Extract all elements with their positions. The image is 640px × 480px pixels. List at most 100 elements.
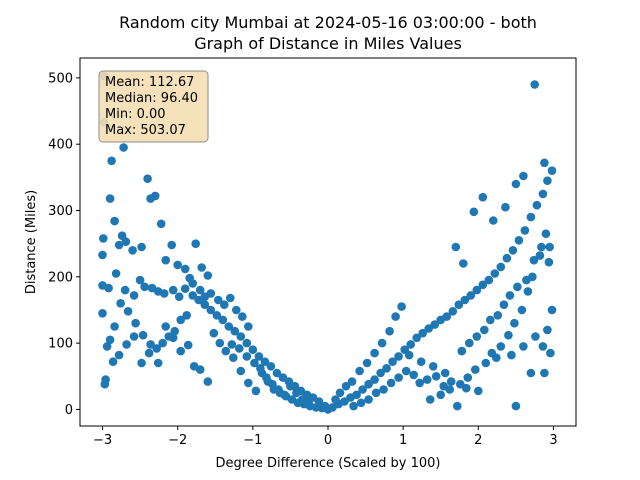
chart-title-line2: Graph of Distance in Miles Values [194,34,462,53]
data-point [538,189,548,199]
data-point [116,299,125,308]
data-point [472,332,482,341]
data-point [121,237,131,246]
data-point [183,340,193,350]
data-point [486,315,495,325]
data-point [144,348,154,358]
data-point [180,284,190,294]
data-point [206,305,216,315]
data-point [370,348,379,358]
data-point [537,242,546,252]
data-point [236,366,246,376]
data-point [251,386,261,396]
data-point [236,332,246,341]
data-point [409,370,419,380]
data-point [490,269,500,278]
data-point [496,342,506,351]
data-point [105,335,115,345]
data-point [478,280,488,290]
data-point [436,390,446,400]
data-point [194,295,203,305]
data-point [274,385,283,394]
data-point [105,194,115,203]
data-point [129,332,139,341]
data-point [107,156,116,166]
data-point [122,340,131,349]
data-point [226,293,235,303]
data-point [514,236,524,245]
data-point [220,300,229,310]
data-point [262,373,271,382]
data-point [439,381,449,391]
data-point [446,377,456,386]
data-point [385,326,394,336]
data-point [517,305,527,315]
data-point [128,246,137,255]
data-point [232,305,241,315]
data-point [397,302,406,311]
data-point [382,364,391,373]
data-point [546,348,555,358]
data-point [331,395,340,404]
data-point [195,365,205,374]
data-point [448,307,458,316]
data-point [244,322,253,331]
data-point [547,166,557,175]
data-point [522,275,531,285]
data-point [504,330,513,340]
data-point [164,332,173,341]
stats-min: Min: 0.00 [105,107,166,122]
data-point [200,300,210,310]
data-point [102,342,112,351]
data-point [454,300,464,310]
data-point [355,366,364,376]
data-point [114,350,124,360]
data-point [530,80,539,89]
data-point [502,253,512,263]
data-point [123,307,133,316]
data-point [362,358,372,368]
chart-title-line1: Random city Mumbai at 2024-05-16 03:00:0… [119,13,537,32]
data-point [104,283,113,293]
y-tick-label: 200 [48,270,73,285]
x-tick-label: 1 [399,433,407,448]
data-point [242,338,252,348]
data-point [472,285,482,295]
data-point [98,250,107,260]
data-point [182,311,191,320]
x-tick-label: 2 [474,433,482,448]
data-point [379,385,388,394]
data-point [442,312,452,321]
data-point [229,353,238,363]
data-point [499,300,509,310]
data-point [543,176,552,185]
data-point [110,216,119,226]
data-point [356,398,366,408]
data-point [466,291,476,300]
data-point [244,378,253,388]
y-tick-label: 0 [65,403,73,418]
data-point [545,242,554,252]
data-point [176,315,185,325]
data-point [469,207,479,217]
data-point [496,262,506,272]
data-point [492,353,501,363]
data-point [203,271,213,280]
data-point [280,390,289,400]
data-point [99,234,108,243]
data-point [531,332,540,341]
data-point [111,269,121,278]
data-point [191,239,200,248]
data-point [227,340,237,349]
data-point [489,216,498,225]
data-point [376,368,385,378]
data-point [391,312,400,321]
y-tick-label: 100 [48,337,73,352]
data-point [358,385,367,394]
data-point [406,340,416,349]
data-point [474,386,483,396]
data-point [416,357,426,367]
data-point [129,291,139,300]
data-point [510,318,519,328]
data-point [188,291,197,300]
